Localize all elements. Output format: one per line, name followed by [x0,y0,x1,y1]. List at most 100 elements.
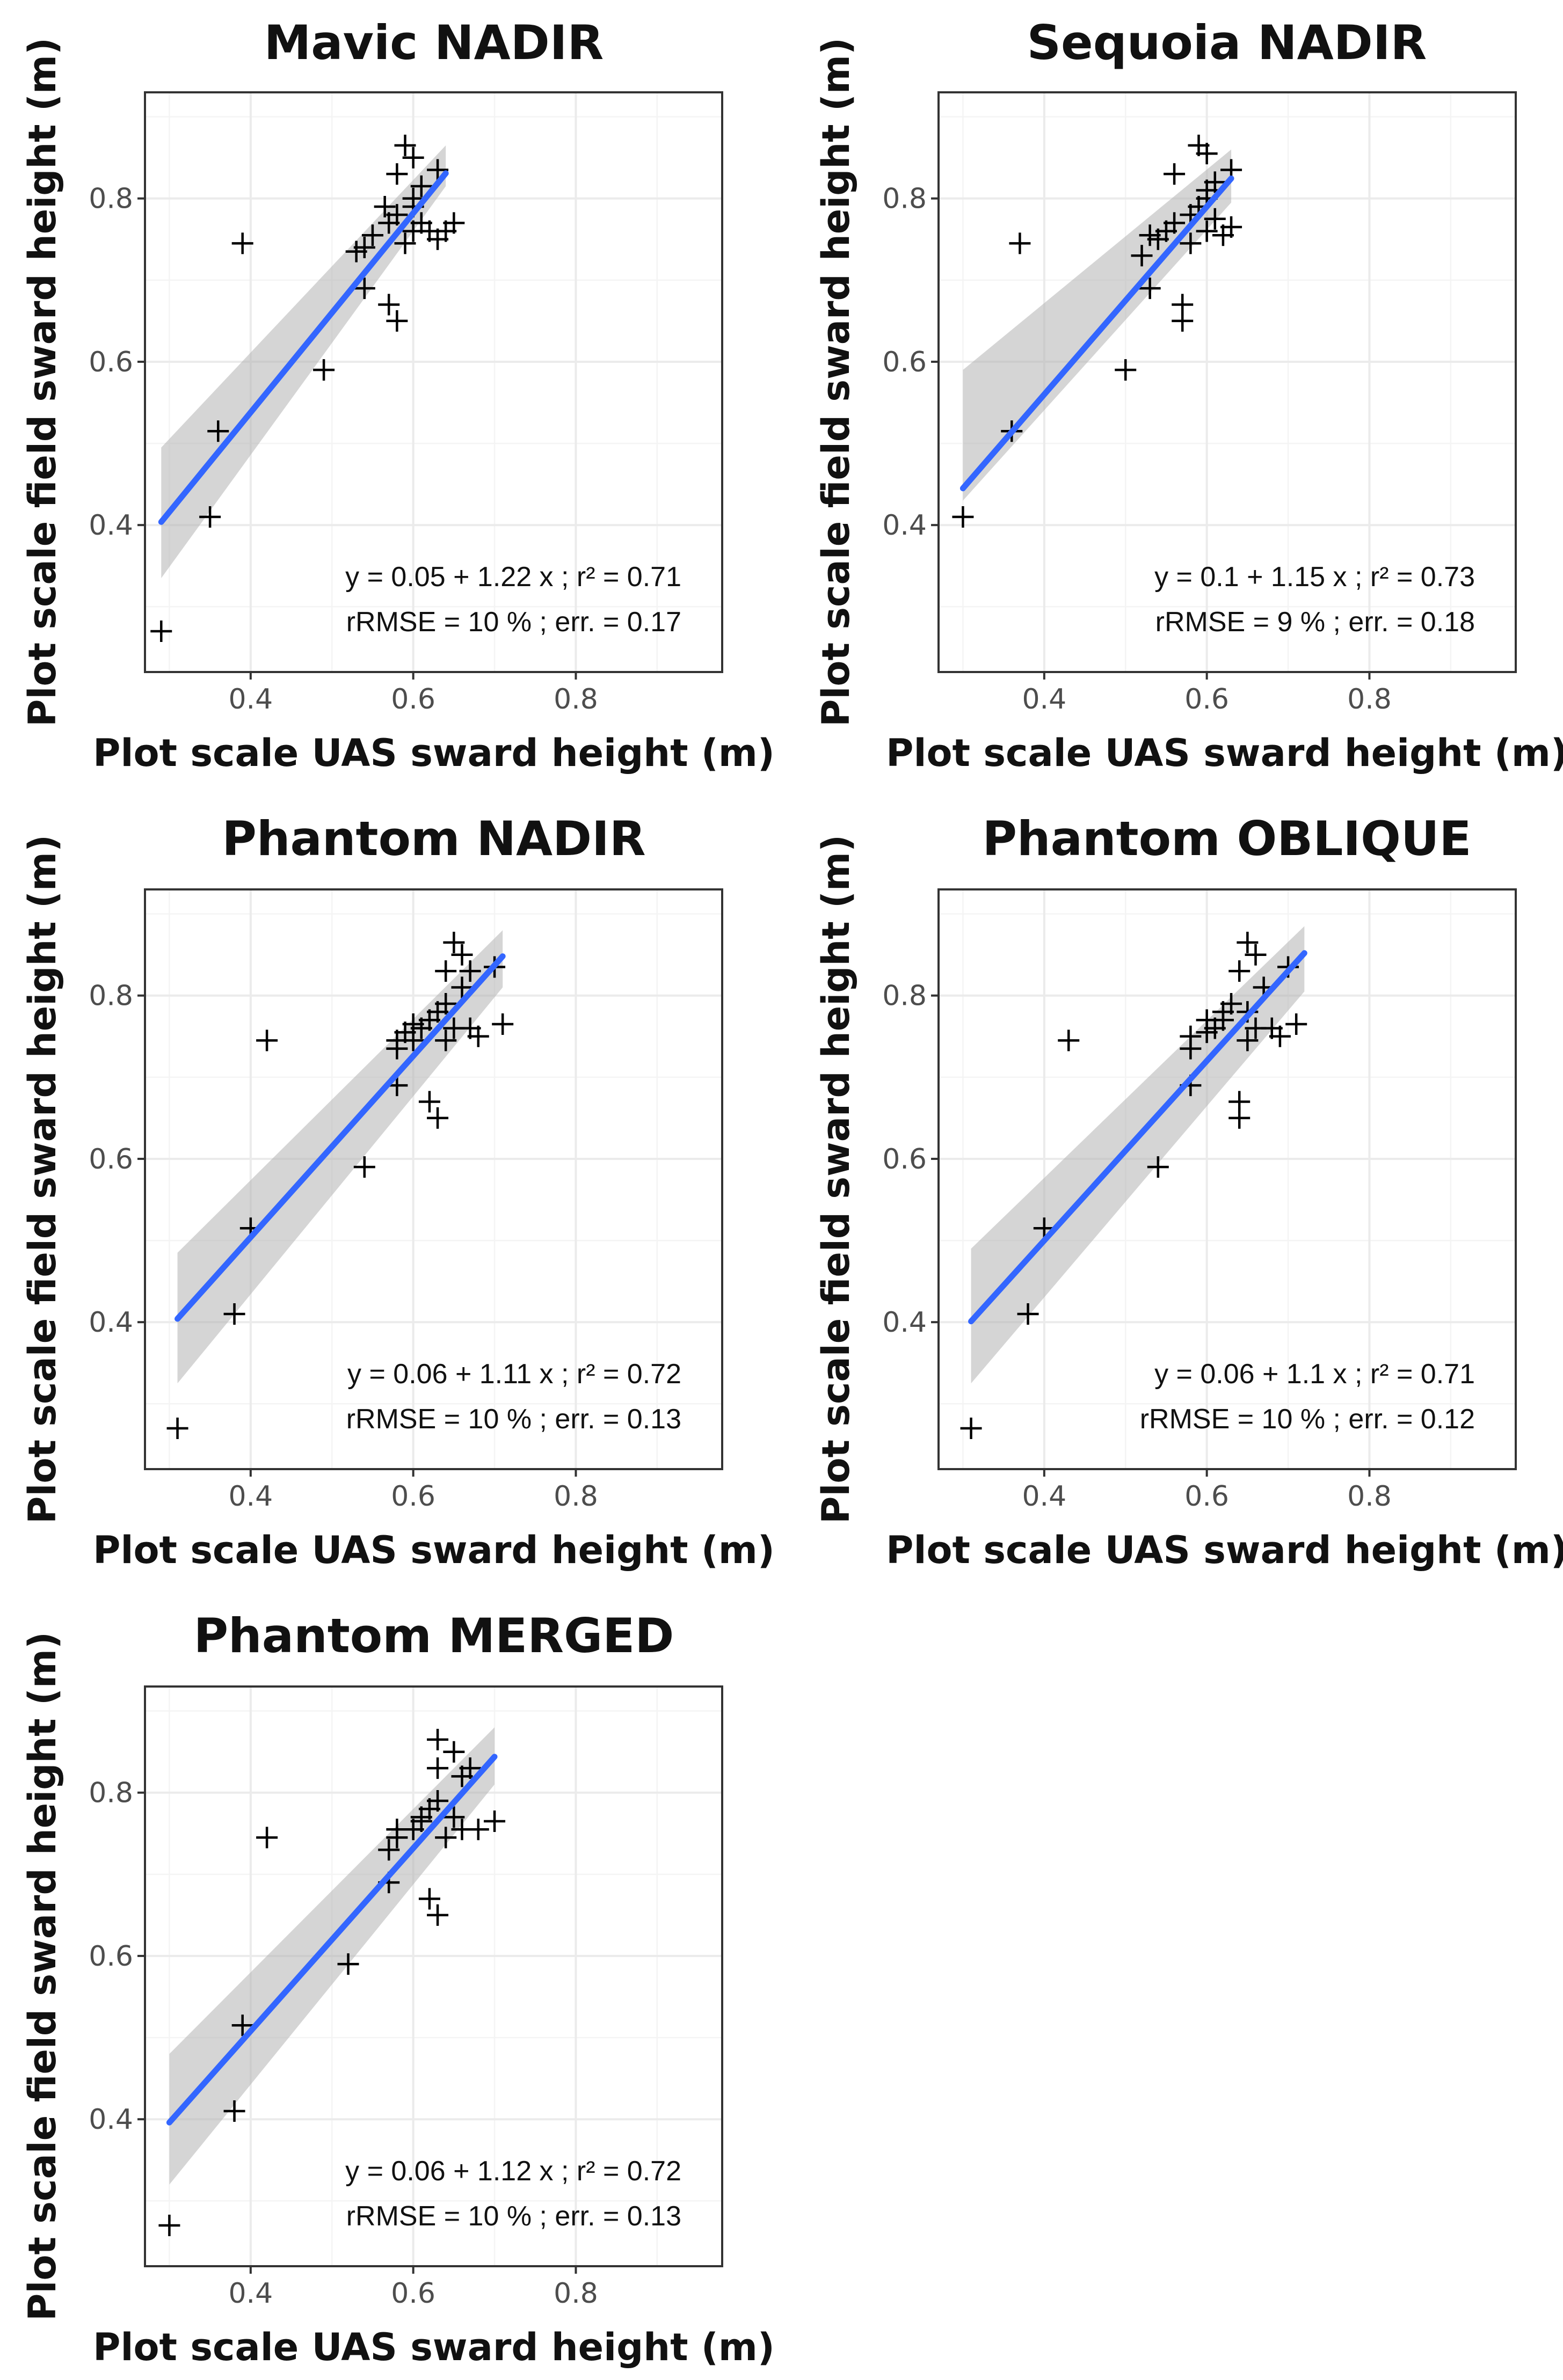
plot-border [937,91,1517,673]
data-point [1204,208,1226,230]
plot-area [931,91,1517,680]
panel-title: Phantom NADIR [222,811,645,866]
plot-area [137,1685,723,2274]
data-point [467,1025,489,1047]
y-tick-label: 0.8 [882,980,927,1012]
x-axis-label: Plot scale UAS sward height (m) [93,2325,775,2369]
data-point [427,1790,449,1812]
data-point [443,1806,465,1828]
x-tick-label: 0.4 [228,1480,273,1513]
data-point [443,212,465,234]
plot-border [937,888,1517,1470]
data-point [427,1904,449,1926]
data-point [1220,216,1242,238]
data-point [435,992,457,1014]
y-tick-label: 0.4 [882,1306,927,1339]
plot-area [137,91,723,680]
data-point [1196,179,1218,201]
data-point [166,1417,188,1439]
data-point [150,620,172,642]
y-tick-label: 0.6 [89,1143,133,1176]
data-point [427,1107,449,1129]
data-point [256,1827,278,1849]
error-statistics: rRMSE = 10 % ; err. = 0.17 [346,607,681,638]
data-point [459,960,481,982]
y-tick-label: 0.4 [89,1306,133,1339]
y-tick-label: 0.6 [882,346,927,378]
confidence-band [169,1727,495,2185]
data-point [1285,1013,1307,1035]
regression-line [175,953,506,1322]
data-point [361,224,383,246]
data-point [1164,212,1186,234]
panel-title: Phantom MERGED [194,1608,674,1663]
data-point [394,232,416,254]
data-point [1115,359,1137,381]
data-point [1237,1030,1259,1052]
error-statistics: rRMSE = 10 % ; err. = 0.12 [1140,1404,1475,1435]
data-point [1131,245,1153,267]
data-point [394,134,416,156]
y-tick-label: 0.6 [89,346,133,378]
data-point [443,931,465,953]
data-point [386,310,408,332]
data-point [231,232,253,254]
x-tick-label: 0.4 [1022,683,1066,716]
data-point [484,1810,506,1832]
data-point [256,1030,278,1052]
x-tick-label: 0.6 [391,1480,435,1513]
x-tick-label: 0.6 [391,2277,435,2310]
data-point [410,175,432,197]
data-point [1180,232,1202,254]
data-point [418,1091,440,1113]
regression-line [968,950,1307,1325]
data-point [960,1417,982,1439]
data-point [386,204,408,226]
y-axis-label: Plot scale field sward height (m) [814,835,858,1524]
error-statistics: rRMSE = 9 % ; err. = 0.18 [1155,607,1475,638]
regression-equation: y = 0.05 + 1.22 x ; r² = 0.71 [345,561,681,593]
confidence-band [971,926,1305,1384]
x-axis-label: Plot scale UAS sward height (m) [93,1528,775,1572]
regression-equation: y = 0.06 + 1.1 x ; r² = 0.71 [1154,1359,1475,1390]
data-point [1172,310,1194,332]
x-tick-label: 0.8 [1347,683,1392,716]
plot-border [144,1685,723,2267]
y-tick-label: 0.8 [89,980,133,1012]
y-axis-label: Plot scale field sward height (m) [20,1632,64,2321]
data-point [402,1013,424,1035]
data-point [353,1156,375,1178]
data-point [1196,1009,1218,1031]
data-point [410,1810,432,1832]
data-point [231,2014,253,2036]
data-point [435,960,457,982]
y-tick-label: 0.8 [882,183,927,215]
error-statistics: rRMSE = 10 % ; err. = 0.13 [346,1404,681,1435]
panel-phantom-oblique: Phantom OBLIQUE Plot scale UAS sward hei… [814,811,1563,1572]
data-point [418,1888,440,1910]
data-point [1196,143,1218,165]
confidence-band [161,145,446,579]
data-point [443,1741,465,1763]
data-point [199,506,221,528]
y-tick-label: 0.4 [882,509,927,542]
panel-title: Mavic NADIR [264,15,604,70]
panel-mavic-nadir: Mavic NADIR Plot scale UAS sward height … [20,15,775,775]
plot-area [931,888,1517,1477]
data-point [1237,931,1259,953]
data-point [451,944,473,966]
data-point [402,147,424,169]
panel-sequoia-nadir: Sequoia NADIR Plot scale UAS sward heigh… [814,15,1563,775]
regression-equation: y = 0.1 + 1.15 x ; r² = 0.73 [1154,561,1475,593]
data-point [1147,1156,1169,1178]
data-point [1212,1001,1234,1023]
data-point [435,1030,457,1052]
x-tick-label: 0.6 [1184,683,1229,716]
data-point [451,976,473,998]
x-tick-label: 0.8 [554,2277,598,2310]
error-statistics: rRMSE = 10 % ; err. = 0.13 [346,2201,681,2232]
y-tick-label: 0.4 [89,2104,133,2136]
plot-border [144,91,723,673]
data-point [313,359,335,381]
